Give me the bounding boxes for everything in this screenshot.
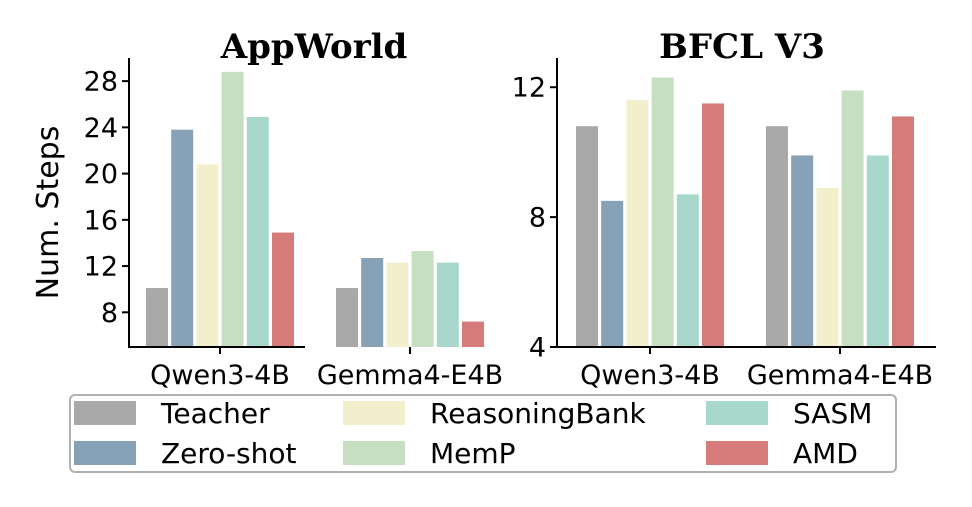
bar-memp-qwen3-4b: [221, 71, 244, 348]
x-tick-label: Gemma4-E4B: [747, 360, 933, 391]
legend-frame: [69, 394, 897, 473]
bar-memp-gemma4-e4b: [411, 251, 434, 347]
bar-zero-shot-gemma4-e4b: [361, 257, 384, 347]
legend-label-zero-shot: Zero-shot: [161, 437, 297, 470]
y-axis-label: Num. Steps: [31, 126, 66, 300]
bfcl-chart: BFCL V3 4 8 12 Qwen3-4B Gemma4-E4B: [512, 27, 936, 391]
x-tick-label: Qwen3-4B: [580, 360, 720, 391]
legend-label-teacher: Teacher: [160, 397, 270, 430]
x-tick-label: Gemma4-E4B: [317, 360, 503, 391]
y-tick-label: 20: [84, 159, 118, 190]
bar-zero-shot-qwen3-4b: [601, 200, 624, 347]
legend-swatch-reasoningbank: [343, 401, 405, 425]
legend-label-memp: MemP: [430, 437, 516, 470]
bar-memp-qwen3-4b: [651, 77, 674, 347]
bar-sasm-qwen3-4b: [676, 194, 699, 347]
legend-swatch-zero-shot: [74, 441, 136, 465]
bar-amd-qwen3-4b: [702, 103, 724, 348]
bar-memp-gemma4-e4b: [841, 90, 864, 347]
bar-teacher-qwen3-4b: [146, 288, 168, 347]
bar-reasoningbank-qwen3-4b: [626, 100, 649, 348]
chart-title: AppWorld: [220, 27, 408, 67]
legend-swatch-teacher: [74, 401, 136, 425]
bar-sasm-gemma4-e4b: [436, 262, 459, 347]
bar-teacher-gemma4-e4b: [766, 126, 788, 347]
legend-label-reasoningbank: ReasoningBank: [430, 397, 646, 430]
y-tick-label: 4: [529, 333, 546, 364]
bar-amd-qwen3-4b: [272, 232, 294, 347]
y-tick-label: 8: [101, 298, 118, 329]
bar-zero-shot-qwen3-4b: [171, 129, 194, 347]
legend: Teacher Zero-shot ReasoningBank MemP SASM AMD: [69, 394, 897, 473]
legend-swatch-memp: [343, 441, 405, 465]
bar-sasm-qwen3-4b: [246, 116, 269, 348]
legend-swatch-sasm: [706, 401, 768, 425]
y-tick-label: 12: [512, 73, 546, 104]
bar-reasoningbank-gemma4-e4b: [386, 262, 409, 347]
y-tick-label: 16: [84, 205, 118, 236]
appworld-chart: AppWorld 8 12 16 20 24 28 Qwen3-4B Gemma4-E4B Num…: [31, 27, 503, 391]
legend-swatch-amd: [706, 441, 768, 465]
legend-label-amd: AMD: [793, 437, 858, 470]
y-tick-label: 24: [84, 113, 118, 144]
bar-amd-gemma4-e4b: [892, 116, 914, 347]
bar-sasm-gemma4-e4b: [866, 155, 889, 347]
bar-amd-gemma4-e4b: [462, 321, 484, 347]
bar-teacher-gemma4-e4b: [336, 288, 358, 347]
chart-title: BFCL V3: [659, 27, 825, 67]
y-tick-label: 8: [529, 203, 546, 234]
bar-reasoningbank-qwen3-4b: [196, 164, 219, 347]
bar-zero-shot-gemma4-e4b: [791, 155, 814, 347]
y-tick-label: 12: [84, 252, 118, 283]
bar-teacher-qwen3-4b: [576, 126, 598, 347]
legend-label-sasm: SASM: [793, 397, 872, 430]
y-tick-label: 28: [84, 67, 118, 98]
bar-reasoningbank-gemma4-e4b: [816, 187, 839, 347]
x-tick-label: Qwen3-4B: [150, 360, 290, 391]
